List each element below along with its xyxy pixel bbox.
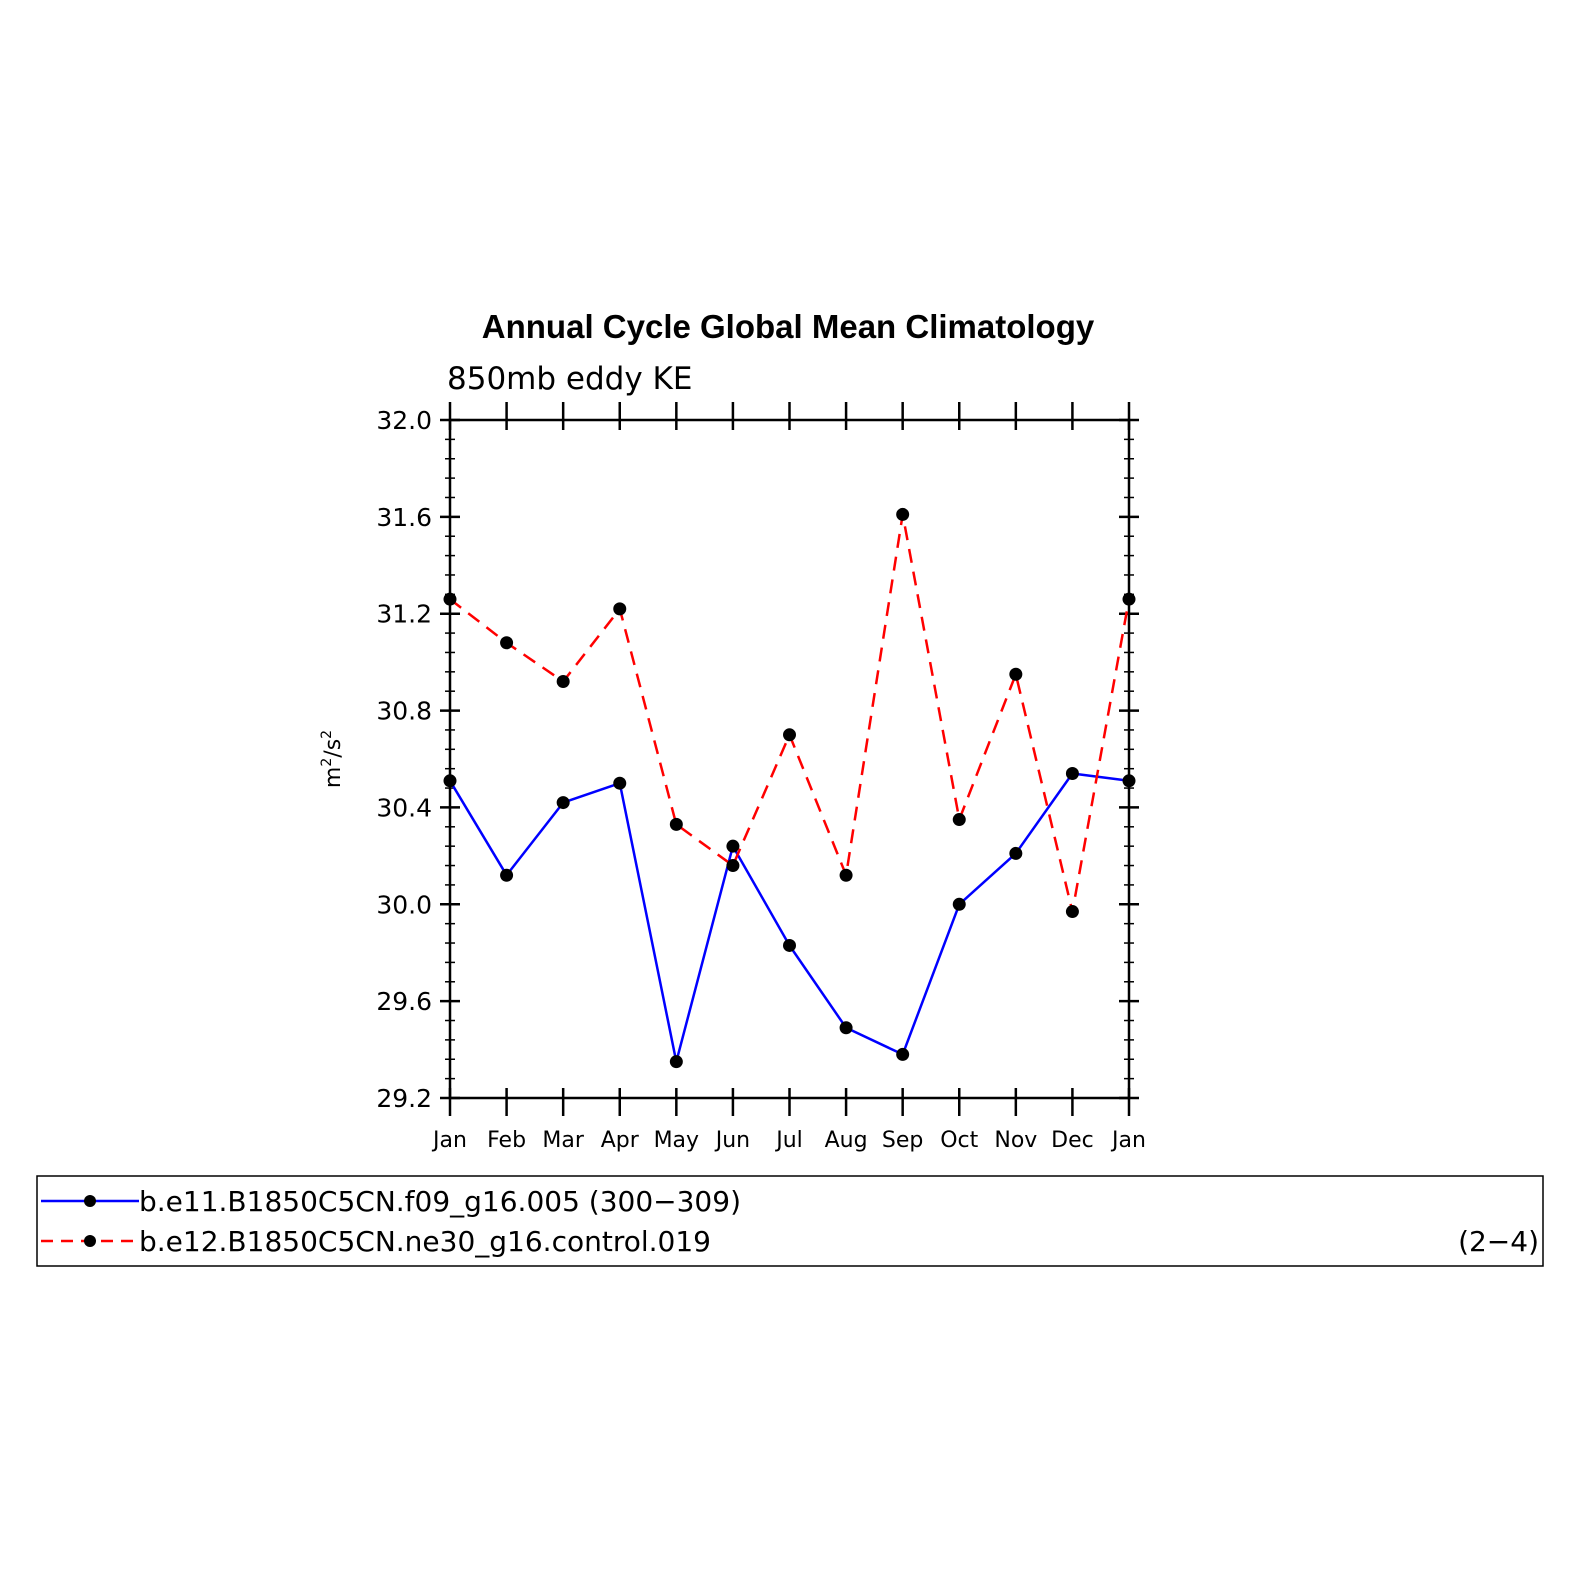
series-2-point — [556, 675, 570, 689]
x-tick-label: Feb — [487, 1128, 526, 1153]
plot-frame — [448, 418, 1131, 1100]
y-axis-label-sup1: 2 — [319, 758, 335, 767]
series-1-point — [896, 1047, 910, 1061]
series-1-point — [556, 796, 570, 810]
x-tick-label: Jun — [714, 1128, 750, 1153]
y-tick-label: 31.2 — [376, 600, 432, 629]
x-tick-label: Apr — [601, 1128, 640, 1153]
legend-label-2: b.e12.B1850C5CN.ne30_g16.control.019 — [139, 1225, 711, 1258]
series-2-point — [1122, 592, 1136, 606]
chart-subtitle: 850mb eddy KE — [447, 361, 692, 397]
y-tick-label: 30.8 — [376, 697, 432, 726]
legend-entry-1: b.e11.B1850C5CN.f09_g16.005 (300−309) — [41, 1185, 741, 1218]
series-1-point — [1122, 774, 1136, 788]
series-2-point — [1065, 905, 1079, 919]
y-tick-label: 32.0 — [376, 406, 432, 435]
y-tick-label: 30.0 — [376, 890, 432, 919]
y-tick-label: 30.4 — [376, 793, 432, 822]
series-layer — [443, 507, 1136, 1069]
x-tick-label: Jan — [1110, 1128, 1146, 1153]
series-1-point — [726, 839, 740, 853]
x-tick-label: Dec — [1051, 1128, 1094, 1153]
series-2-point — [839, 868, 853, 882]
legend-marker-1 — [84, 1195, 96, 1207]
x-tick-label: Mar — [542, 1128, 584, 1153]
series-1-point — [500, 868, 514, 882]
series-2-point — [896, 507, 910, 521]
series-2-point — [783, 728, 796, 742]
plot-area: 29.2 29.6 30.0 30.4 30.8 31.2 31.6 32.0 Jan Feb M… — [376, 402, 1146, 1153]
y-axis-label: m2/s2 — [319, 730, 346, 788]
y-tick-label: 29.2 — [376, 1084, 432, 1113]
series-line-2 — [449, 513, 1131, 913]
series-2-point — [1009, 667, 1023, 681]
x-axis-ticks: Jan Feb Mar Apr May Jun Jul Aug Sep Oct Nov Dec Jan — [431, 402, 1146, 1153]
x-tick-label: Jan — [431, 1128, 467, 1153]
x-tick-label: May — [654, 1128, 699, 1153]
x-tick-label: Nov — [994, 1128, 1037, 1153]
x-tick-label: Oct — [940, 1128, 978, 1153]
y-axis-label-mid: /s — [321, 739, 346, 758]
series-1-point — [952, 897, 966, 911]
x-tick-label: Aug — [825, 1128, 868, 1153]
legend-note: (2−4) — [1458, 1225, 1539, 1258]
y-axis-label-base: m — [321, 767, 346, 788]
y-tick-label: 31.6 — [376, 503, 432, 532]
legend-marker-2 — [84, 1235, 96, 1247]
series-2-point — [952, 813, 966, 827]
series-2-point — [443, 592, 457, 606]
series-2-point — [726, 859, 740, 873]
series-1-point — [613, 776, 627, 790]
legend-box — [36, 1175, 1544, 1267]
series-1-point — [1065, 767, 1079, 781]
chart-title: Annual Cycle Global Mean Climatology — [482, 308, 1095, 345]
series-1-point — [1009, 846, 1023, 860]
y-tick-label: 29.6 — [376, 987, 432, 1016]
series-2-point — [613, 602, 627, 616]
x-tick-label: Jul — [774, 1128, 803, 1153]
series-1-point — [839, 1021, 853, 1035]
series-line-1 — [448, 772, 1130, 1063]
legend-entry-2: b.e12.B1850C5CN.ne30_g16.control.019 — [41, 1225, 711, 1258]
y-axis-ticks: 29.2 29.6 30.0 30.4 30.8 31.2 31.6 32.0 — [376, 406, 1139, 1113]
legend: b.e11.B1850C5CN.f09_g16.005 (300−309) b.… — [36, 1175, 1544, 1267]
legend-label-1: b.e11.B1850C5CN.f09_g16.005 (300−309) — [139, 1185, 741, 1218]
series-1-point — [669, 1055, 683, 1069]
y-axis-label-sup2: 2 — [319, 730, 335, 739]
series-1-point — [783, 938, 796, 952]
series-1-point — [443, 774, 457, 788]
x-tick-label: Sep — [882, 1128, 923, 1153]
series-2-point — [500, 636, 514, 650]
series-2-point — [669, 817, 683, 831]
